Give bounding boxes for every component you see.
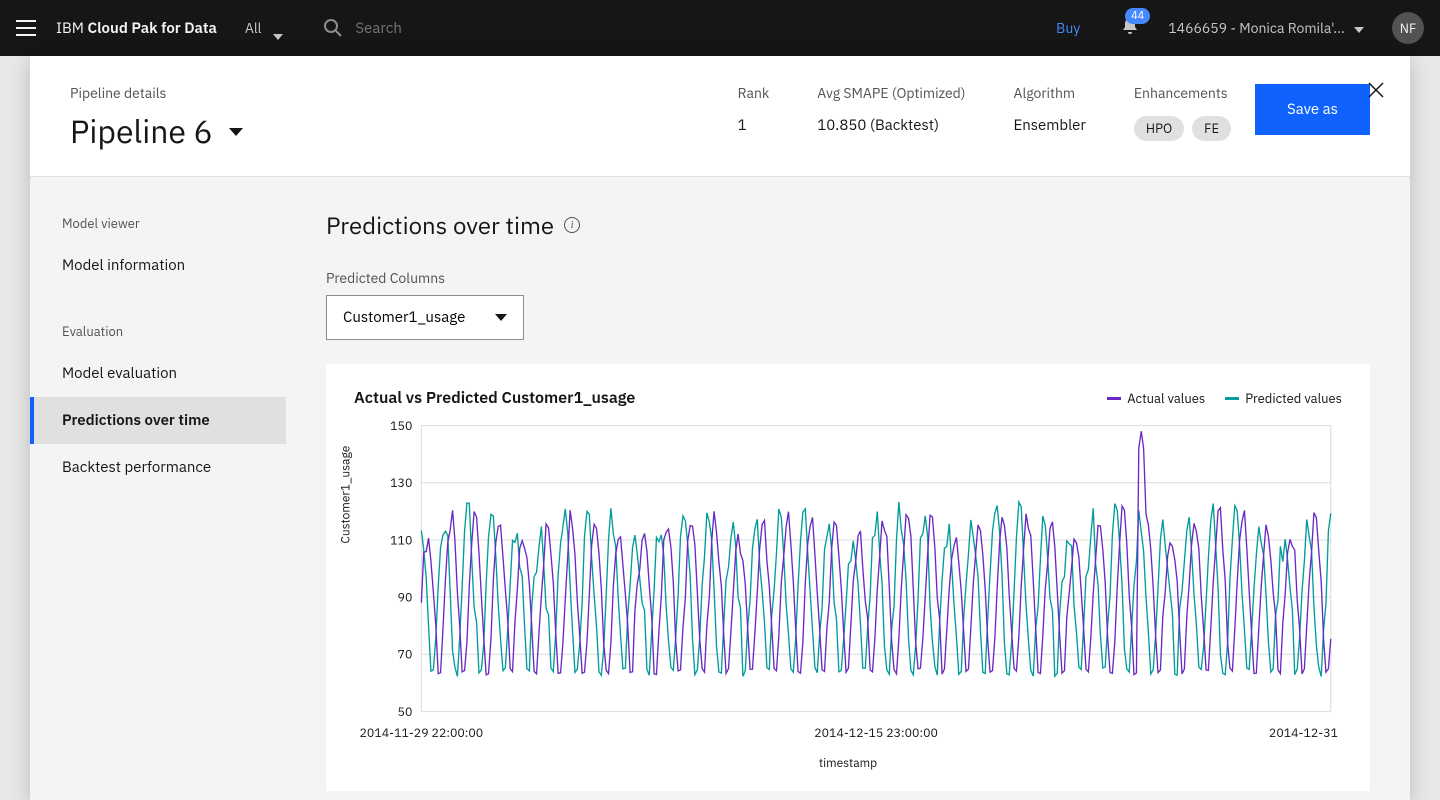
account-label: 1466659 - Monica Romila'... — [1168, 19, 1344, 37]
content-title: Predictions over time i — [326, 209, 1370, 241]
stat-label: Algorithm — [1013, 84, 1085, 102]
close-button[interactable] — [1366, 80, 1386, 100]
close-icon — [1366, 80, 1386, 100]
svg-text:130: 130 — [390, 475, 412, 491]
pipeline-selector[interactable]: Pipeline 6 — [70, 110, 738, 152]
brand-prefix: IBM — [56, 19, 88, 38]
buy-link[interactable]: Buy — [1056, 19, 1080, 37]
legend-label: Predicted values — [1245, 390, 1342, 407]
svg-text:2014-11-29 22:00:00: 2014-11-29 22:00:00 — [360, 725, 484, 741]
predicted-column-select[interactable]: Customer1_usage — [326, 295, 524, 340]
x-axis-title: timestamp — [354, 756, 1342, 771]
stat-rank: Rank 1 — [738, 84, 770, 135]
svg-text:50: 50 — [398, 704, 413, 720]
stat-metric: Avg SMAPE (Optimized) 10.850 (Backtest) — [817, 84, 965, 135]
legend-label: Actual values — [1127, 390, 1205, 407]
sidebar-item-backtest-performance[interactable]: Backtest performance — [30, 444, 286, 491]
pipeline-title: Pipeline 6 — [70, 110, 213, 152]
filter-label: All — [245, 19, 262, 37]
y-axis-title: Customer1_usage — [339, 446, 354, 544]
sidebar-section: Model viewer — [30, 205, 286, 242]
notification-badge: 44 — [1125, 8, 1150, 24]
legend-item-actual: Actual values — [1107, 390, 1205, 407]
svg-text:90: 90 — [398, 590, 413, 606]
panel-header: Pipeline details Pipeline 6 Rank 1 Avg S… — [30, 56, 1410, 177]
stat-label: Avg SMAPE (Optimized) — [817, 84, 965, 102]
svg-text:2014-12-15 23:00:00: 2014-12-15 23:00:00 — [814, 725, 938, 741]
stat-value: 10.850 (Backtest) — [817, 116, 965, 135]
legend-swatch — [1225, 397, 1239, 400]
header-stats: Rank 1 Avg SMAPE (Optimized) 10.850 (Bac… — [738, 84, 1231, 141]
plot-area: Customer1_usage 5070901101301502014-11-2… — [354, 420, 1342, 750]
info-icon[interactable]: i — [564, 217, 580, 233]
save-as-button[interactable]: Save as — [1255, 84, 1370, 135]
brand-label: IBM Cloud Pak for Data — [56, 19, 217, 38]
panel-body: Model viewer Model information Evaluatio… — [30, 177, 1410, 800]
legend-item-predicted: Predicted values — [1225, 390, 1342, 407]
notifications-button[interactable]: 44 — [1120, 16, 1140, 41]
content-area: Predictions over time i Predicted Column… — [286, 177, 1410, 800]
panel-subtitle: Pipeline details — [70, 84, 738, 102]
top-header: IBM Cloud Pak for Data All Buy 44 146665… — [0, 0, 1440, 56]
search-input[interactable] — [355, 19, 549, 38]
brand-bold: Cloud Pak for Data — [88, 19, 217, 38]
chevron-down-icon — [229, 121, 243, 141]
filter-dropdown[interactable]: All — [245, 19, 284, 37]
avatar[interactable]: NF — [1392, 12, 1424, 44]
bell-icon — [1120, 21, 1140, 41]
stat-label: Enhancements — [1134, 84, 1231, 102]
menu-icon[interactable] — [16, 18, 36, 38]
search-icon — [323, 18, 343, 38]
chart-legend: Actual values Predicted values — [1107, 390, 1342, 407]
sidebar-item-model-information[interactable]: Model information — [30, 242, 286, 289]
chevron-down-icon — [273, 25, 283, 31]
content-title-text: Predictions over time — [326, 209, 554, 241]
svg-text:150: 150 — [390, 420, 412, 434]
chart-title: Actual vs Predicted Customer1_usage — [354, 388, 635, 408]
stat-algorithm: Algorithm Ensembler — [1013, 84, 1085, 135]
svg-text:70: 70 — [398, 647, 413, 663]
enhancement-tag: HPO — [1134, 116, 1184, 141]
stat-value: Ensembler — [1013, 116, 1085, 135]
chevron-down-icon — [495, 314, 507, 321]
sidebar-item-model-evaluation[interactable]: Model evaluation — [30, 350, 286, 397]
account-dropdown[interactable]: 1466659 - Monica Romila'... — [1168, 19, 1364, 37]
chart-card: Actual vs Predicted Customer1_usage Actu… — [326, 364, 1370, 791]
svg-text:2014-12-31 23:00:00: 2014-12-31 23:00:00 — [1269, 725, 1342, 741]
sidebar: Model viewer Model information Evaluatio… — [30, 177, 286, 800]
stat-value: 1 — [738, 116, 770, 135]
search-area — [323, 18, 1056, 38]
select-value: Customer1_usage — [343, 308, 465, 327]
enhancement-tag: FE — [1192, 116, 1231, 141]
predicted-columns-label: Predicted Columns — [326, 269, 1370, 287]
chart-svg: 50 70 90 110 130 150 2014-11-29 22:00:00 2014-1… — [354, 420, 1342, 750]
chevron-down-icon — [1354, 19, 1364, 25]
sidebar-item-predictions-over-time[interactable]: Predictions over time — [30, 397, 286, 444]
pipeline-details-panel: Pipeline details Pipeline 6 Rank 1 Avg S… — [30, 56, 1410, 800]
stat-label: Rank — [738, 84, 770, 102]
svg-text:110: 110 — [390, 532, 412, 548]
sidebar-section: Evaluation — [30, 313, 286, 350]
stat-enhancements: Enhancements HPO FE — [1134, 84, 1231, 141]
legend-swatch — [1107, 397, 1121, 400]
